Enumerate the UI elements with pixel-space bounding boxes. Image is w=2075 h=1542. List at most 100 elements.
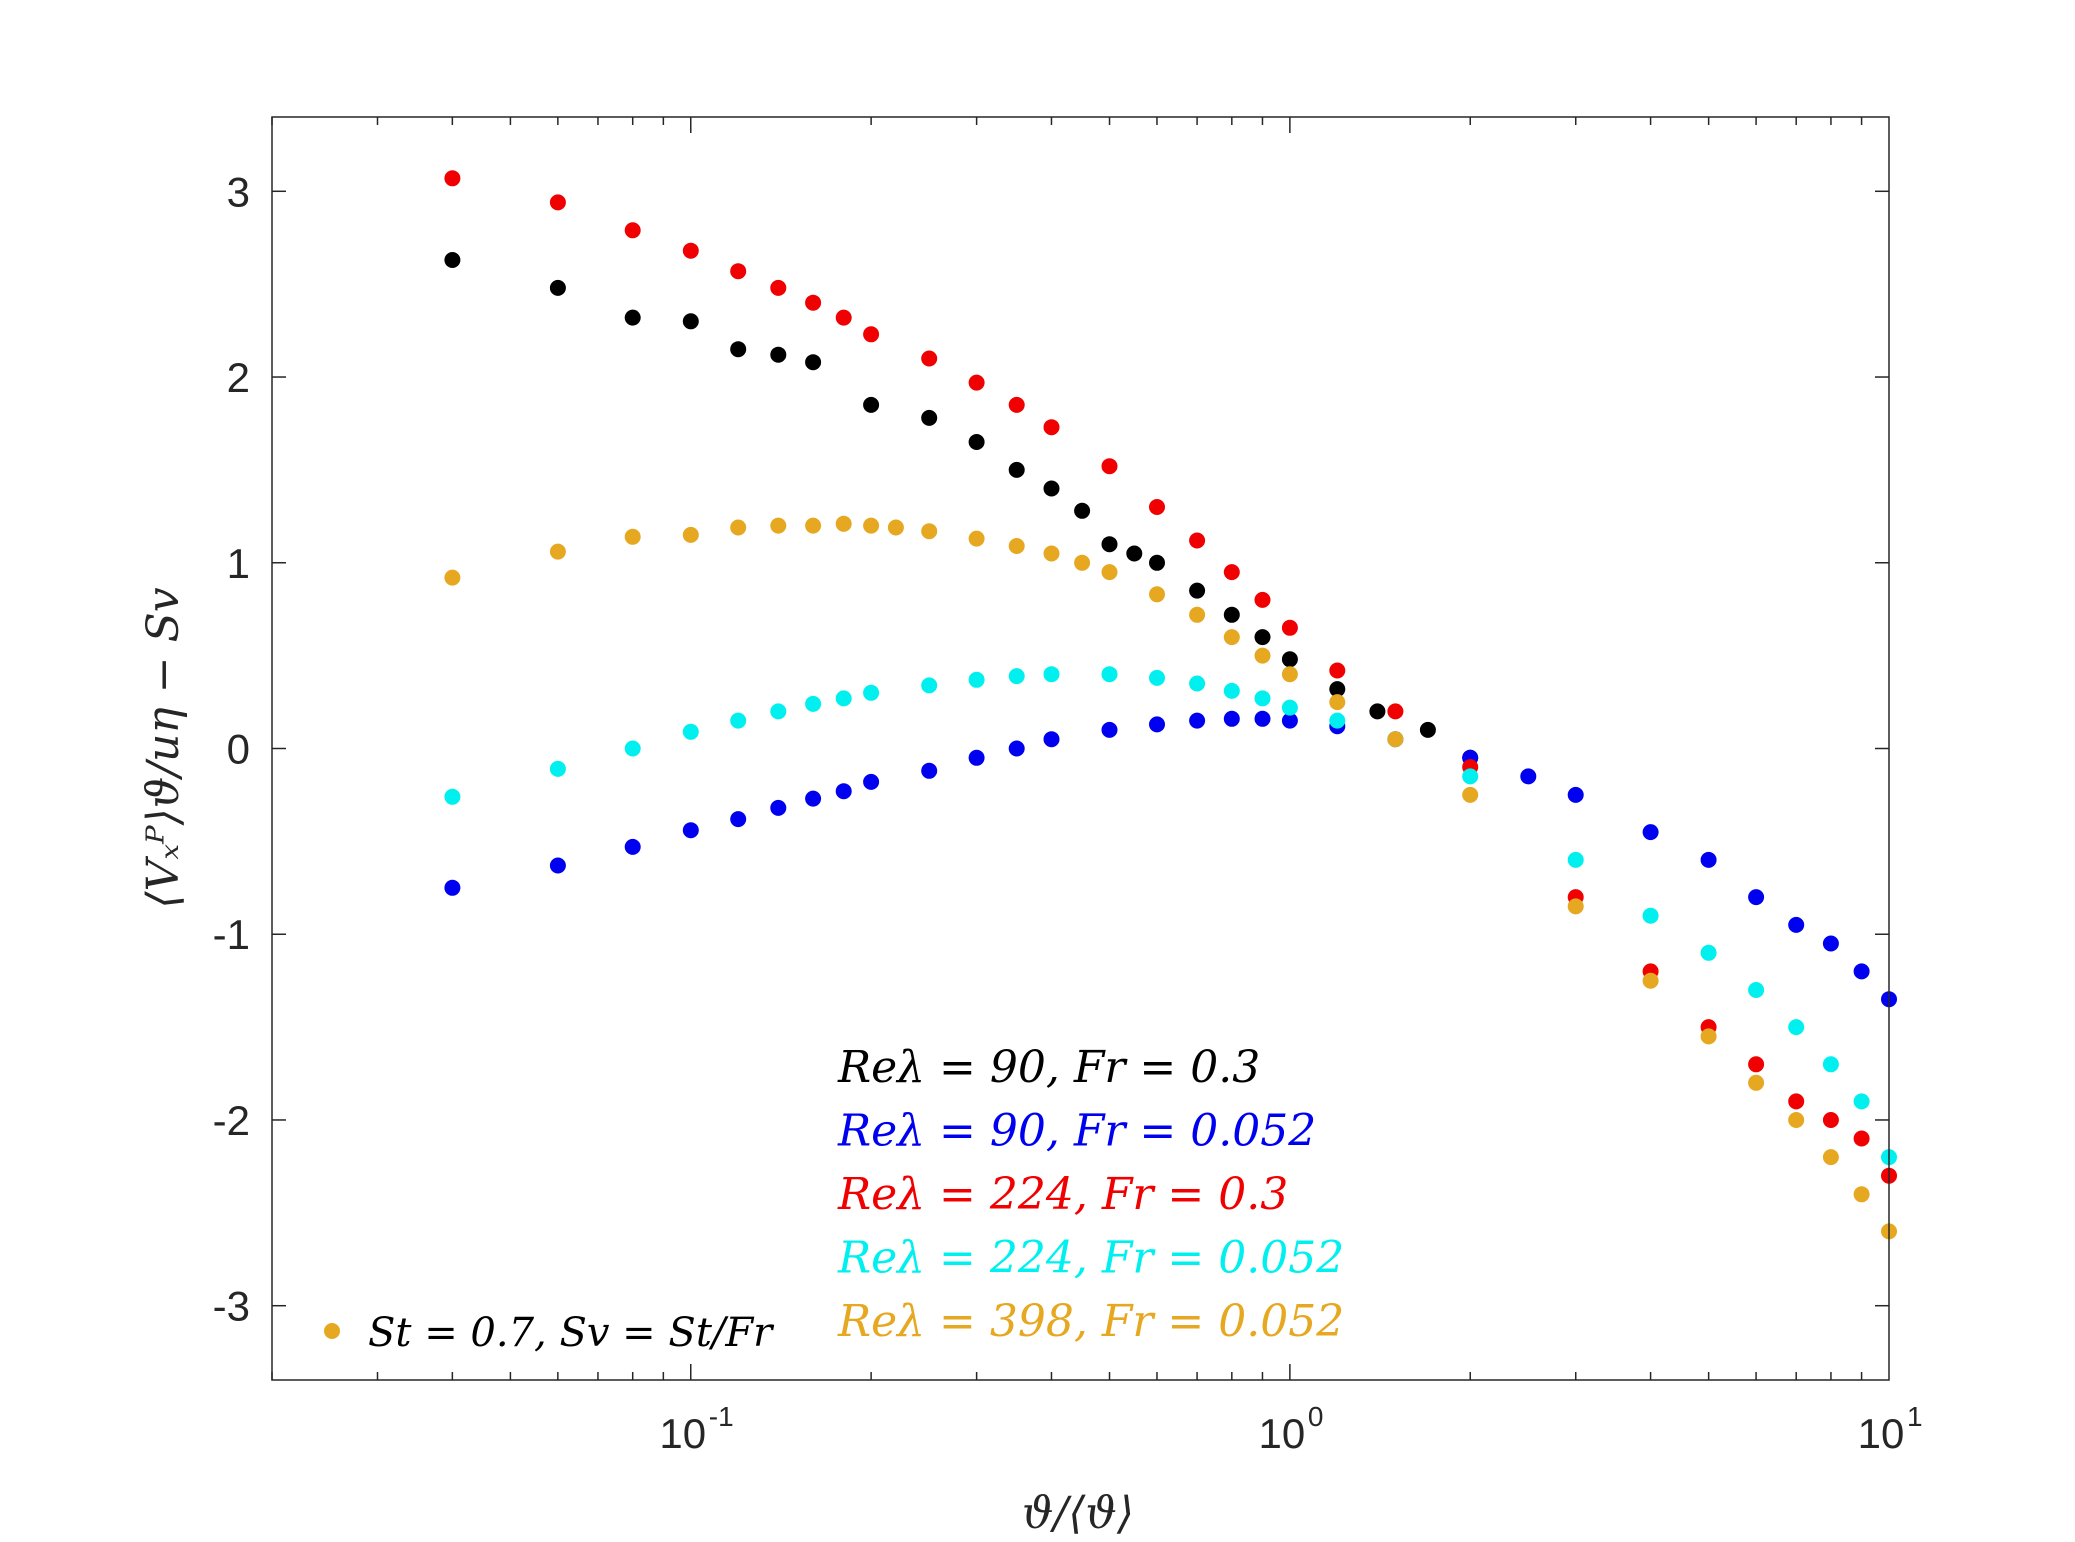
data-point-series-3 [682,242,699,259]
data-points [444,170,1897,1240]
data-point-series-5 [1043,545,1060,562]
data-point-series-3 [1149,499,1165,515]
data-point-series-4 [1567,851,1584,868]
data-point-series-2 [1254,710,1271,727]
data-point-series-5 [1387,731,1404,748]
y-axis-label: ⟨Vₓᴾ⟩ϑ/uη − Sv [138,587,189,908]
data-point-series-4 [1642,907,1659,924]
data-point-series-2 [1520,768,1537,785]
data-point-series-4 [1462,768,1479,785]
data-point-series-4 [863,684,880,701]
data-point-series-5 [624,528,641,545]
data-point-series-5 [1329,694,1346,711]
data-point-series-4 [835,690,852,707]
legend-entry: Reλ = 90, Fr = 0.3 [837,1042,1260,1093]
data-point-series-2 [1189,712,1206,729]
data-point-series-1 [1043,480,1060,497]
data-point-series-5 [1853,1186,1870,1203]
data-point-series-2 [730,811,747,828]
data-point-series-2 [1101,721,1118,738]
data-point-series-2 [1567,786,1584,803]
data-point-series-1 [682,313,699,330]
x-tick-exponent: 1 [1907,1401,1923,1432]
data-point-series-4 [730,712,747,729]
data-point-series-4 [549,760,566,777]
data-point-series-4 [805,695,822,712]
data-point-series-4 [1223,682,1240,699]
y-tick-label: 3 [227,168,250,215]
y-tick-label: -2 [213,1097,250,1144]
data-point-series-2 [863,773,880,790]
y-tick-label: 1 [227,540,250,587]
data-point-series-3 [730,263,747,280]
y-tick-label: 0 [227,726,250,773]
data-point-series-5 [682,526,699,543]
data-point-series-1 [1254,629,1271,646]
data-point-series-3 [624,222,641,239]
data-point-series-5 [1223,629,1240,646]
data-point-series-4 [1788,1019,1805,1036]
data-point-series-3 [1008,396,1025,413]
data-point-series-4 [1822,1056,1839,1073]
data-point-series-1 [549,279,566,296]
data-point-series-5 [549,543,566,560]
data-point-series-4 [1008,668,1025,685]
data-point-series-1 [1369,703,1386,720]
data-point-series-5 [863,517,880,534]
data-point-series-3 [863,326,880,343]
data-point-series-1 [1329,681,1346,698]
legend-entry: Reλ = 224, Fr = 0.3 [837,1169,1288,1220]
data-point-series-3 [921,350,938,367]
data-point-series-1 [863,396,880,413]
data-point-series-3 [1748,1056,1765,1073]
data-point-series-3 [1387,703,1404,720]
data-point-series-3 [1254,591,1271,608]
data-point-series-2 [1788,916,1805,933]
data-point-series-3 [1281,619,1298,636]
x-tick-label: 10 [659,1410,706,1457]
data-point-series-4 [1189,675,1206,692]
data-point-series-2 [444,879,461,896]
data-point-series-1 [805,354,822,371]
data-point-series-5 [1642,972,1659,989]
data-point-series-4 [770,703,787,720]
data-point-series-2 [1822,935,1839,952]
data-point-series-2 [921,762,938,779]
data-point-series-1 [1223,606,1240,623]
legend: Reλ = 90, Fr = 0.3 Reλ = 90, Fr = 0.052 Re… [837,1042,1344,1347]
x-tick-exponent: 0 [1308,1401,1324,1432]
data-point-series-1 [1126,545,1143,562]
data-point-series-1 [1189,582,1206,599]
data-point-series-3 [1223,564,1240,581]
data-point-series-5 [1567,898,1584,915]
data-point-series-2 [1008,740,1025,757]
data-point-series-4 [1329,712,1346,729]
data-point-series-4 [968,671,985,688]
data-point-series-4 [1043,666,1060,683]
data-point-series-3 [444,170,461,187]
data-point-series-5 [1788,1112,1805,1128]
data-point-series-2 [1223,710,1240,727]
data-point-series-1 [921,409,938,426]
data-point-series-1 [730,341,747,358]
data-point-series-5 [968,530,985,547]
data-point-series-2 [624,838,641,855]
data-point-series-3 [1043,419,1060,436]
data-point-series-1 [624,309,641,326]
data-point-series-1 [1074,502,1091,519]
data-point-series-3 [1189,532,1206,549]
data-point-series-2 [1642,824,1659,841]
data-point-series-3 [770,279,787,296]
data-point-series-5 [1008,538,1025,554]
data-point-series-5 [770,517,787,534]
data-point-series-4 [624,740,641,757]
data-point-series-5 [887,519,904,536]
legend-entry: Reλ = 398, Fr = 0.052 [837,1296,1344,1347]
data-point-series-5 [1700,1028,1717,1045]
x-axis-label: ϑ/⟨ϑ⟩ [1022,1488,1134,1539]
data-point-series-3 [1101,458,1118,475]
annotation: St = 0.7, Sv = St/Fr [324,1310,775,1356]
data-point-series-4 [1700,944,1717,961]
data-point-series-3 [1788,1093,1805,1110]
x-tick-label: 10 [1858,1410,1905,1457]
